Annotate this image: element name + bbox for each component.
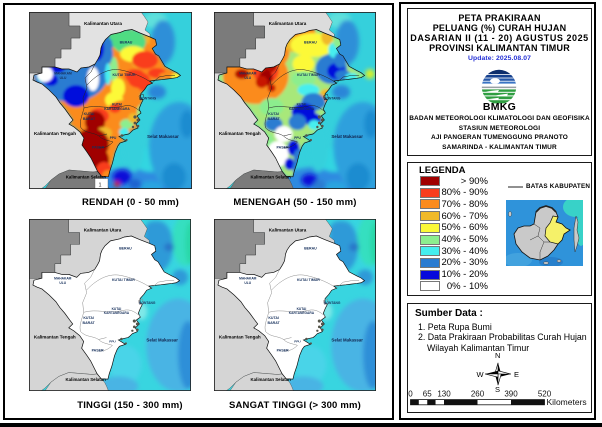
svg-text:PPU: PPU xyxy=(294,136,301,140)
svg-text:PASER: PASER xyxy=(92,146,105,150)
svg-text:BERAU: BERAU xyxy=(119,247,132,251)
svg-text:Kalimantan Tengah: Kalimantan Tengah xyxy=(219,131,261,136)
svg-text:KUTAI: KUTAI xyxy=(268,112,279,116)
svg-text:PASER: PASER xyxy=(277,145,289,149)
svg-text:BARAT: BARAT xyxy=(268,117,281,121)
svg-text:Kalimantan Tengah: Kalimantan Tengah xyxy=(34,335,76,340)
svg-text:MAHAKAM: MAHAKAM xyxy=(54,72,72,76)
svg-text:KUTAI: KUTAI xyxy=(297,307,307,311)
svg-text:Kalimantan Selatan: Kalimantan Selatan xyxy=(66,377,107,382)
svg-text:MAHAKAM: MAHAKAM xyxy=(54,277,72,281)
svg-text:BONTANG: BONTANG xyxy=(324,301,341,305)
svg-text:ULU: ULU xyxy=(244,281,251,285)
svg-text:PASER: PASER xyxy=(277,349,289,353)
svg-text:ULU: ULU xyxy=(244,76,251,80)
svg-text:BARAT: BARAT xyxy=(268,321,281,325)
svg-text:KUTAI: KUTAI xyxy=(112,307,122,311)
svg-text:KUTAI TIMUR: KUTAI TIMUR xyxy=(297,278,320,282)
svg-text:KUTAI: KUTAI xyxy=(84,112,95,116)
svg-text:KUTAI TIMUR: KUTAI TIMUR xyxy=(297,73,320,77)
svg-text:0: 0 xyxy=(408,390,413,399)
svg-text:BONTANG: BONTANG xyxy=(324,96,341,100)
svg-text:BONTANG: BONTANG xyxy=(140,97,157,101)
svg-text:MAHAKAM: MAHAKAM xyxy=(239,277,257,281)
svg-text:KUTAI: KUTAI xyxy=(297,102,307,106)
svg-text:Selat Makassar: Selat Makassar xyxy=(147,134,179,139)
svg-text:Selat Makassar: Selat Makassar xyxy=(331,337,363,342)
svg-text:PPU: PPU xyxy=(294,339,301,343)
svg-text:1: 1 xyxy=(99,183,102,189)
svg-text:KUTAI: KUTAI xyxy=(112,103,122,107)
svg-text:PPU: PPU xyxy=(110,136,117,140)
svg-text:520: 520 xyxy=(537,390,551,399)
svg-text:KARTANEGARA: KARTANEGARA xyxy=(289,107,315,111)
svg-text:Kalimantan Tengah: Kalimantan Tengah xyxy=(219,335,261,340)
svg-text:Kalimantan Selatan: Kalimantan Selatan xyxy=(251,174,292,179)
svg-text:KARTANEGARA: KARTANEGARA xyxy=(104,311,130,315)
svg-text:MAHAKAM: MAHAKAM xyxy=(239,71,256,75)
svg-text:Selat Makassar: Selat Makassar xyxy=(146,337,178,342)
svg-text:KUTAI: KUTAI xyxy=(268,316,279,320)
svg-text:KARTANEGARA: KARTANEGARA xyxy=(289,311,315,315)
svg-text:Kalimantan Utara: Kalimantan Utara xyxy=(269,21,307,26)
svg-text:BERAU: BERAU xyxy=(304,40,317,44)
svg-text:ULU: ULU xyxy=(59,281,66,285)
svg-text:Kalimantan Selatan: Kalimantan Selatan xyxy=(66,175,107,180)
svg-text:BARAT: BARAT xyxy=(83,321,96,325)
svg-text:Kalimantan Selatan: Kalimantan Selatan xyxy=(251,377,292,382)
svg-text:BERAU: BERAU xyxy=(120,41,133,45)
svg-text:Kalimantan Utara: Kalimantan Utara xyxy=(84,21,122,26)
svg-text:KUTAI: KUTAI xyxy=(83,316,94,320)
svg-text:ULU: ULU xyxy=(60,76,67,80)
svg-text:Kalimantan Utara: Kalimantan Utara xyxy=(84,228,122,233)
svg-text:65: 65 xyxy=(422,390,431,399)
svg-text:Kalimantan Tengah: Kalimantan Tengah xyxy=(34,131,76,136)
svg-text:KUTAI TIMUR: KUTAI TIMUR xyxy=(112,73,135,77)
svg-text:BARAT: BARAT xyxy=(83,117,96,121)
svg-text:Kilometers: Kilometers xyxy=(546,397,586,406)
svg-text:Selat Makassar: Selat Makassar xyxy=(331,134,363,139)
svg-text:Kalimantan Utara: Kalimantan Utara xyxy=(269,228,307,233)
svg-text:KARTANEGARA: KARTANEGARA xyxy=(104,107,130,111)
svg-text:260: 260 xyxy=(470,390,484,399)
svg-text:130: 130 xyxy=(437,390,451,399)
svg-text:BONTANG: BONTANG xyxy=(139,301,156,305)
svg-text:BERAU: BERAU xyxy=(304,247,317,251)
svg-text:390: 390 xyxy=(504,390,518,399)
svg-text:KUTAI TIMUR: KUTAI TIMUR xyxy=(112,278,135,282)
svg-text:PASER: PASER xyxy=(92,349,104,353)
svg-text:PPU: PPU xyxy=(109,339,116,343)
